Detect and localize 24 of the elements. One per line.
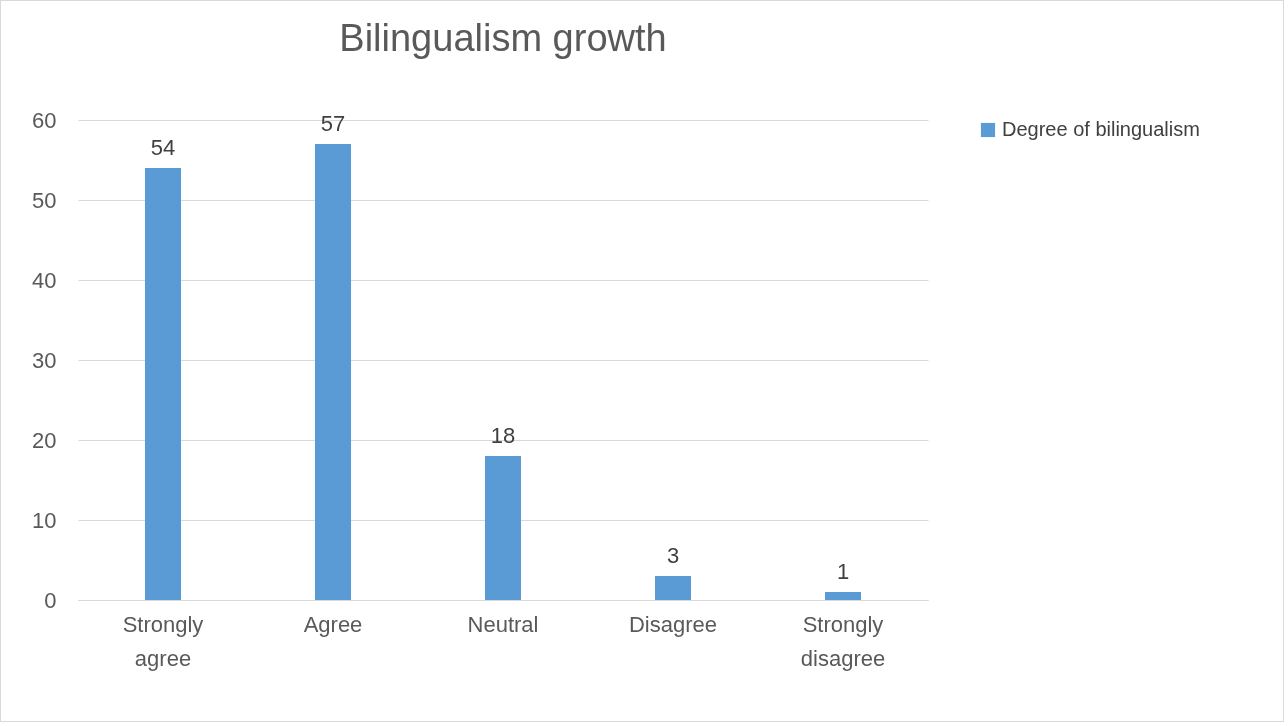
y-tick-label: 0 [44, 587, 57, 613]
y-tick-label: 10 [32, 507, 57, 533]
bar [145, 168, 181, 600]
data-label: 18 [490, 423, 516, 448]
bar [485, 456, 521, 600]
legend-label: Degree of bilingualism [1002, 118, 1200, 140]
y-tick-label: 50 [32, 187, 57, 213]
y-tick-label: 30 [32, 347, 57, 373]
x-tick-label: Disagree [628, 611, 718, 637]
y-tick-label: 60 [32, 107, 57, 133]
chart-title: Bilingualism growth [339, 17, 667, 59]
data-label: 57 [320, 111, 346, 136]
data-label: 54 [150, 135, 176, 160]
x-tick-label: Strongly agree [122, 611, 204, 671]
y-tick-label: 40 [32, 267, 57, 293]
x-tick-label: Neutral [467, 611, 539, 637]
bar [315, 144, 351, 600]
data-label: 1 [836, 559, 850, 584]
bar [655, 576, 691, 600]
x-tick-label: Strongly disagree [800, 611, 886, 671]
data-label: 3 [666, 543, 680, 568]
x-tick-label: Agree [303, 611, 363, 637]
y-tick-label: 20 [32, 427, 57, 453]
bar [825, 592, 861, 600]
